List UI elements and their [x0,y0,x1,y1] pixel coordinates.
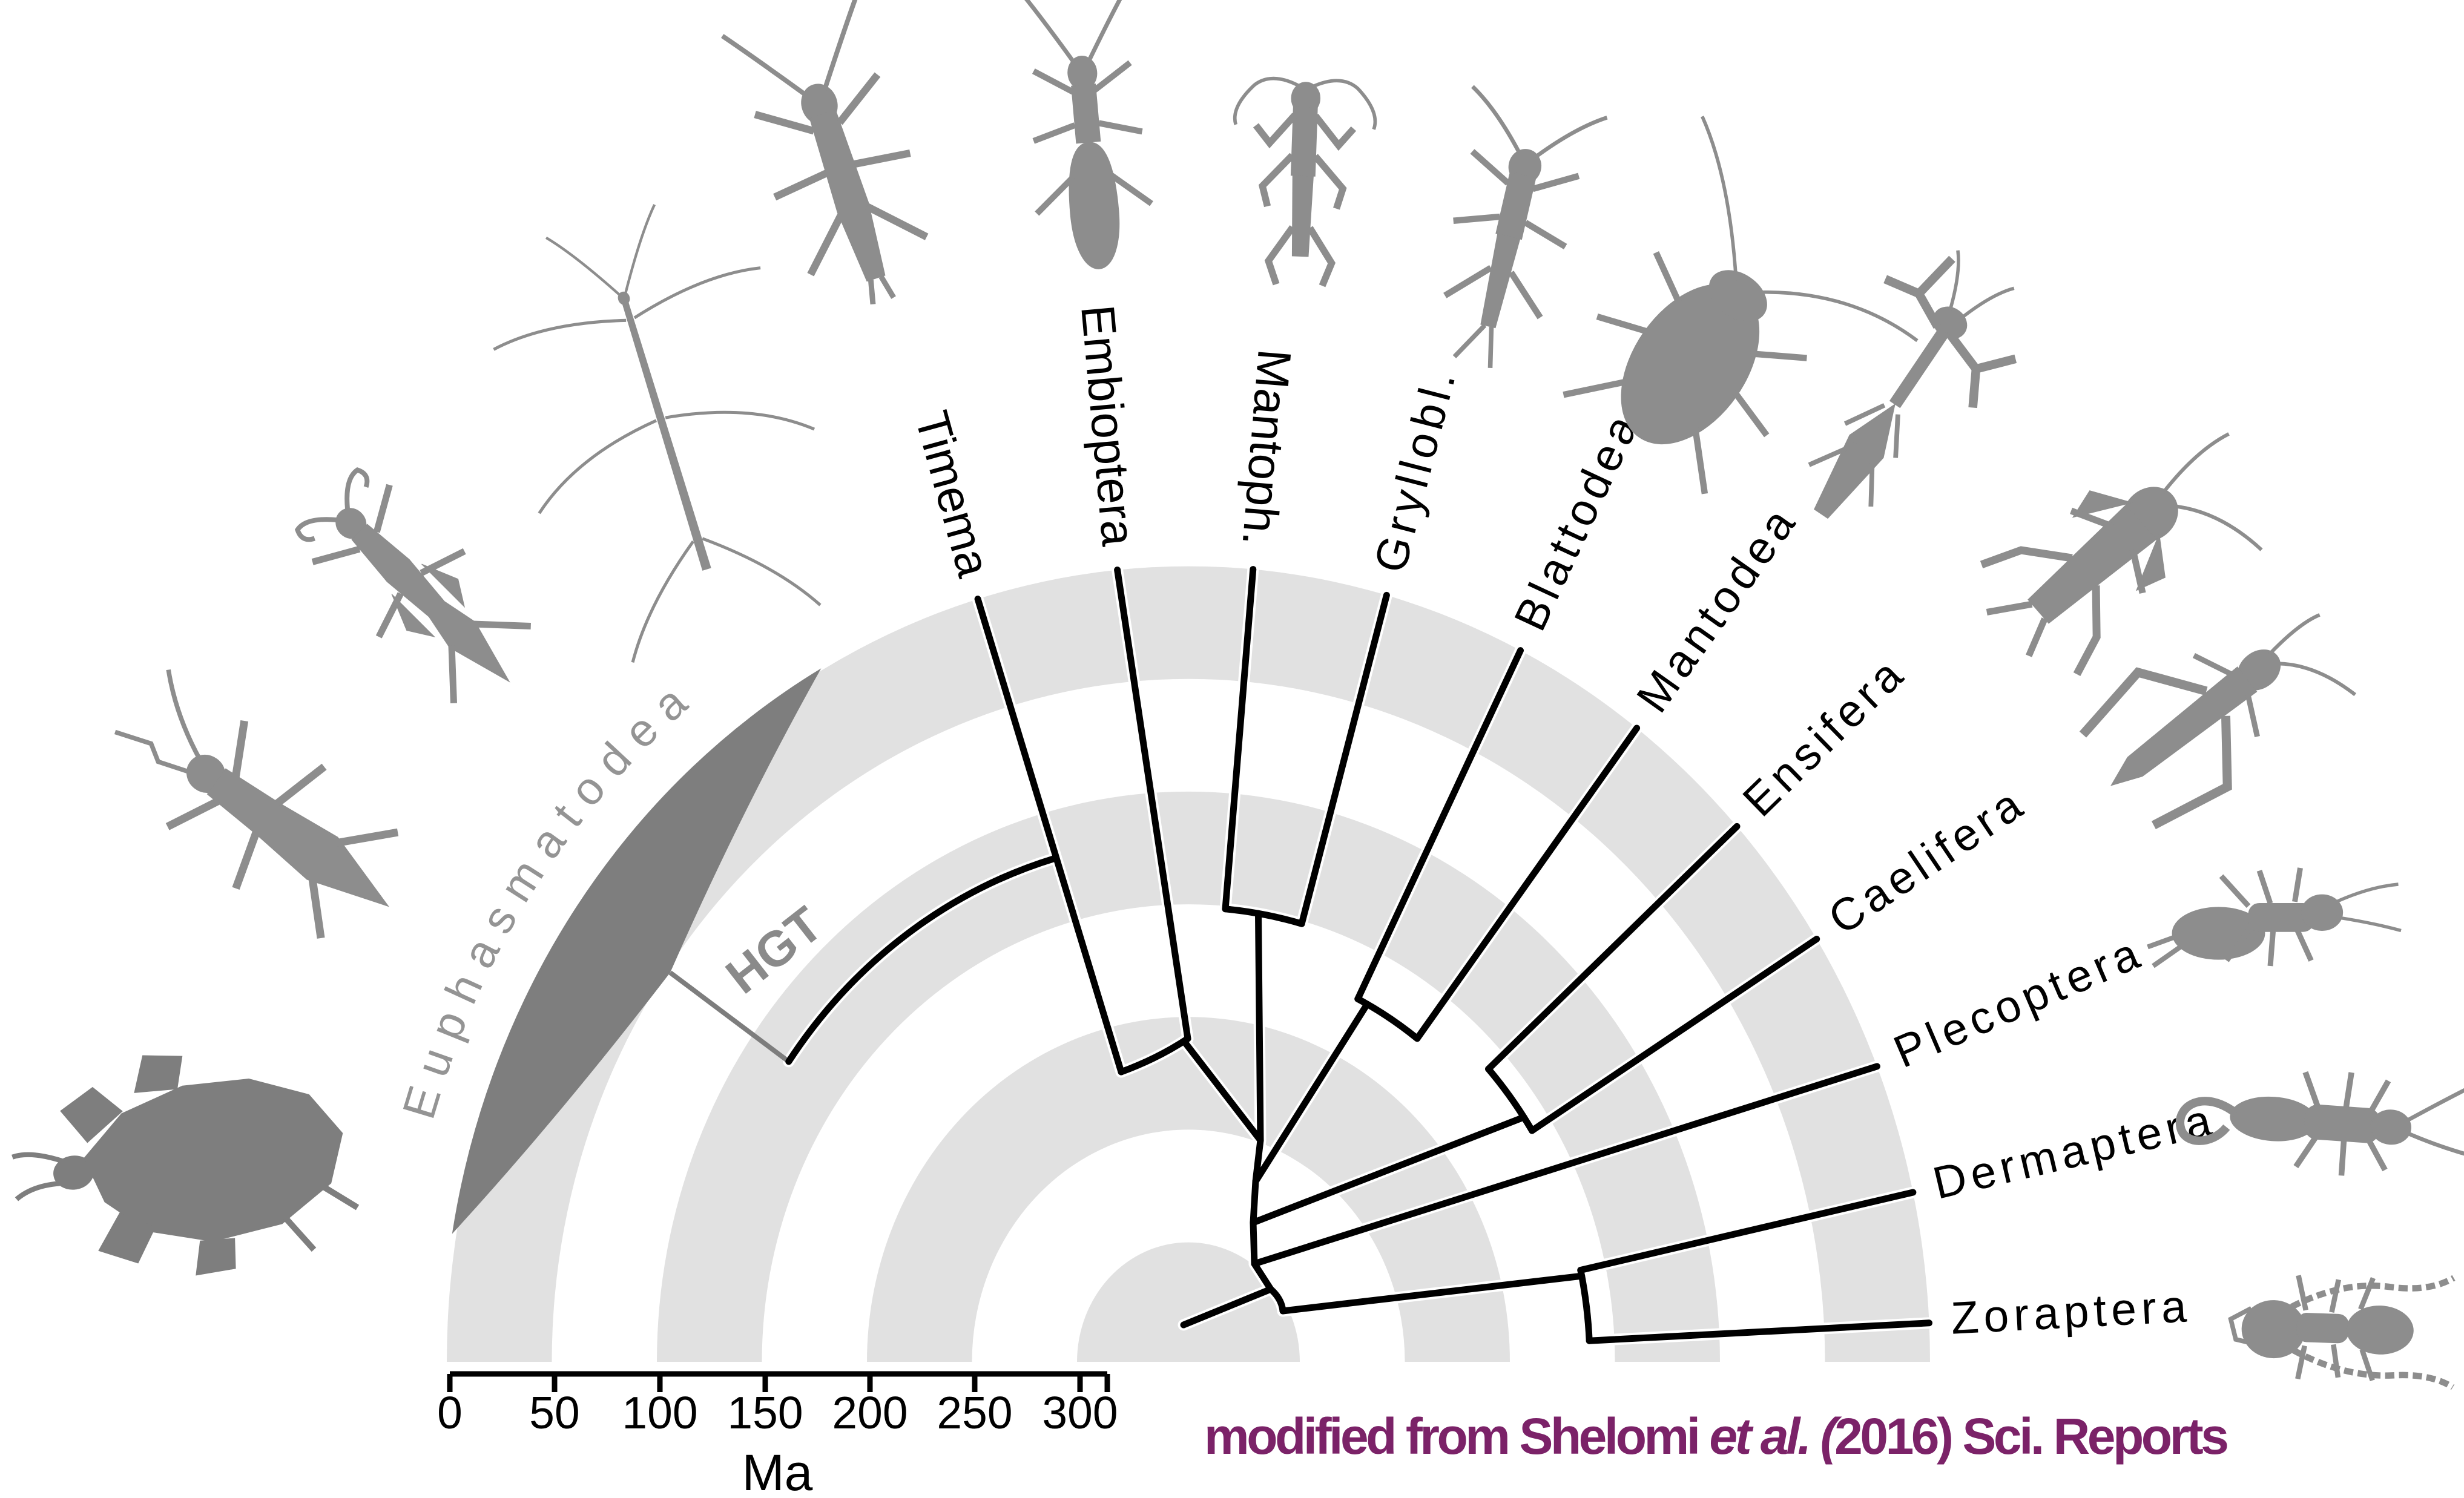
svg-text:150: 150 [727,1387,803,1438]
svg-text:300: 300 [1042,1387,1118,1438]
svg-text:0: 0 [437,1387,463,1438]
svg-text:200: 200 [832,1387,908,1438]
svg-text:50: 50 [529,1387,579,1438]
svg-text:250: 250 [937,1387,1012,1438]
svg-text:Zoraptera: Zoraptera [1949,1280,2192,1344]
svg-text:100: 100 [622,1387,697,1438]
svg-text:modified from Shelomi et al. (: modified from Shelomi et al. (2016) Sci.… [1204,1408,2227,1465]
svg-text:Ma: Ma [742,1444,813,1498]
